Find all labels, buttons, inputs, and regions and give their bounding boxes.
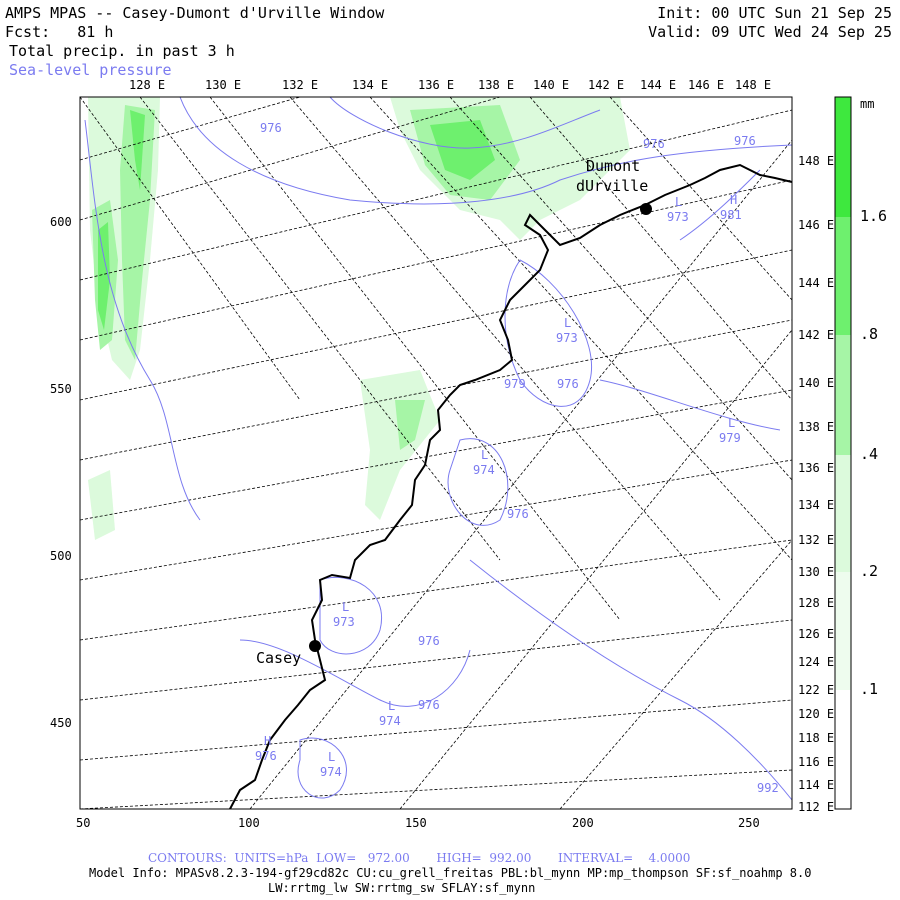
pressure-label: 974 [473,463,495,477]
pressure-label: 973 [333,615,355,629]
low-marker: L [675,195,683,209]
right-lon-label: 130 E [798,565,835,579]
colorbar-label: .4 [860,445,879,463]
top-lon-label: 142 E [588,78,625,92]
field-name: Total precip. in past 3 h [9,42,235,60]
colorbar-swatch-2 [835,217,851,335]
low-marker: L [342,600,350,614]
x-axis-label: 200 [572,816,594,830]
map-title: AMPS MPAS -- Casey-Dumont d'Urville Wind… [5,4,385,22]
pressure-label: 979 [504,377,526,391]
top-lon-label: 134 E [352,78,389,92]
right-lon-label: 148 E [798,154,835,168]
right-lon-label: 114 E [798,778,835,792]
y-axis-label: 550 [50,382,72,396]
top-lon-label: 136 E [418,78,455,92]
right-lon-label: 120 E [798,707,835,721]
colorbar-unit: mm [860,97,875,111]
y-axis-label: 450 [50,716,72,730]
colorbar-swatch-4 [835,455,851,572]
right-lon-label: 132 E [798,533,835,547]
right-lon-label: 146 E [798,218,835,232]
coastline [229,163,792,809]
pressure-label: 976 [418,698,440,712]
top-lon-label: 146 E [688,78,725,92]
pressure-label: 981 [720,208,742,222]
dumont-durville-station-marker [640,203,652,215]
colorbar-swatch-6 [835,690,851,809]
top-lon-label: 140 E [533,78,570,92]
high-marker: H [264,734,272,748]
right-lon-label: 116 E [798,755,835,769]
colorbar-swatch-1 [835,97,851,217]
colorbar-label: .1 [860,680,879,698]
pressure-label: 976 [255,749,277,763]
overlay-name: Sea-level pressure [9,61,172,79]
low-marker: L [481,448,489,462]
pressure-label: 979 [719,431,741,445]
pressure-label: 976 [643,137,665,151]
casey-label: Casey [256,649,302,667]
colorbar-label: .2 [860,562,879,580]
pressure-label: 992 [757,781,779,795]
colorbar-label: 1.6 [860,207,888,225]
right-lon-label: 140 E [798,376,835,390]
pressure-label: 976 [507,507,529,521]
high-marker: H [730,193,738,207]
right-lon-label: 138 E [798,420,835,434]
x-axis-label: 150 [405,816,427,830]
contours-info: CONTOURS: UNITS=hPa LOW= 972.00 HIGH= 99… [148,851,691,865]
durville-label: dUrville [576,177,649,195]
x-axis-label: 100 [238,816,260,830]
pressure-label: 973 [667,210,689,224]
top-lon-label: 148 E [735,78,772,92]
colorbar [834,96,852,810]
map-frame [79,96,793,810]
low-marker: L [328,750,336,764]
right-lon-label: 128 E [798,596,835,610]
pressure-label: 976 [418,634,440,648]
casey-station-marker [309,640,321,652]
pressure-label: 974 [379,714,401,728]
top-lon-label: 128 E [129,78,166,92]
right-lon-label: 142 E [798,328,835,342]
precip-shading [88,97,630,540]
colorbar-swatch-3 [835,335,851,455]
colorbar-swatch-5 [835,572,851,690]
low-marker: L [564,316,572,330]
top-lon-label: 132 E [282,78,319,92]
low-marker: L [388,699,396,713]
pressure-contours [84,97,792,801]
top-lon-label: 144 E [640,78,677,92]
colorbar-label: .8 [860,325,879,343]
top-lon-label: 130 E [205,78,242,92]
top-lon-label: 138 E [478,78,515,92]
pressure-label: 976 [260,121,282,135]
x-axis-label: 250 [738,816,760,830]
graticule [80,97,792,809]
x-axis-label: 50 [76,816,91,830]
model-info-line2: LW:rrtmg_lw SW:rrtmg_sw SFLAY:sf_mynn [268,881,536,895]
pressure-label: 976 [734,134,756,148]
y-axis-label: 500 [50,549,72,563]
right-lon-label: 126 E [798,627,835,641]
dumont-label: Dumont [586,157,641,175]
right-lon-label: 112 E [798,800,835,814]
right-lon-label: 124 E [798,655,835,669]
valid-time: Valid: 09 UTC Wed 24 Sep 25 [648,23,892,41]
y-axis-label: 600 [50,215,72,229]
right-lon-label: 144 E [798,276,835,290]
right-lon-label: 118 E [798,731,835,745]
pressure-label: 973 [556,331,578,345]
init-time: Init: 00 UTC Sun 21 Sep 25 [657,4,892,22]
low-marker: L [728,416,736,430]
pressure-label: 976 [557,377,579,391]
model-info: Model Info: MPASv8.2.3-194-gf29cd82c CU:… [89,866,812,880]
right-lon-label: 134 E [798,498,835,512]
right-lon-label: 136 E [798,461,835,475]
forecast-hour: Fcst: 81 h [5,23,114,41]
pressure-label: 974 [320,765,342,779]
right-lon-label: 122 E [798,683,835,697]
